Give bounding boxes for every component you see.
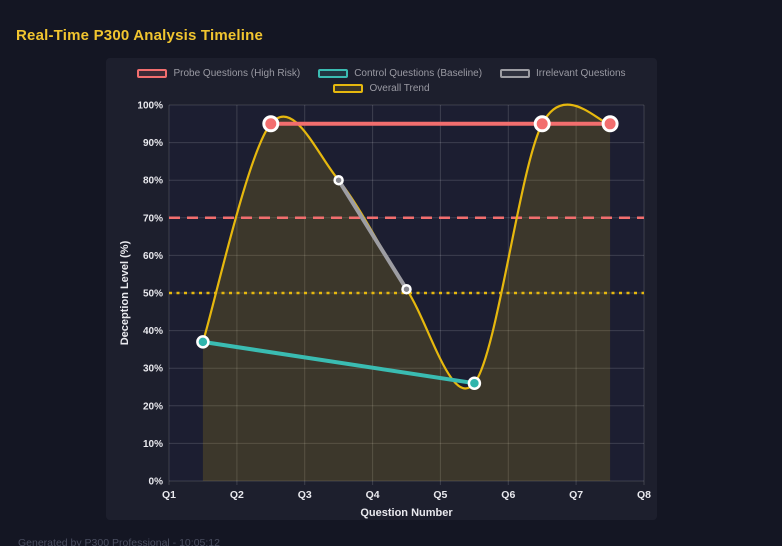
svg-text:100%: 100% xyxy=(137,101,163,112)
svg-text:90%: 90% xyxy=(143,138,163,149)
svg-text:Q2: Q2 xyxy=(230,489,244,501)
svg-text:Q6: Q6 xyxy=(501,489,515,501)
svg-text:30%: 30% xyxy=(143,364,163,375)
svg-text:Q1: Q1 xyxy=(162,489,176,501)
svg-text:Deception Level (%): Deception Level (%) xyxy=(119,240,131,345)
svg-text:70%: 70% xyxy=(143,213,163,224)
timeline-chart: Q1 Q2 Q3 Q4 Q5 Q6 Q7 Q8 0% 10% 20% 30% 40% 50% 60% 70% 8… xyxy=(119,101,651,520)
svg-text:Q4: Q4 xyxy=(366,489,380,501)
svg-text:10%: 10% xyxy=(143,439,163,450)
svg-text:Q7: Q7 xyxy=(569,489,583,501)
svg-text:Q8: Q8 xyxy=(637,489,651,501)
svg-text:Q5: Q5 xyxy=(433,489,447,501)
footer-note: Generated by P300 Professional - 10:05:1… xyxy=(18,537,220,546)
svg-text:40%: 40% xyxy=(143,326,163,337)
svg-text:60%: 60% xyxy=(143,251,163,262)
svg-text:Question Number: Question Number xyxy=(360,507,453,519)
svg-text:80%: 80% xyxy=(143,176,163,187)
svg-text:Q3: Q3 xyxy=(298,489,312,501)
svg-text:0%: 0% xyxy=(149,477,164,488)
chart-panel: Probe Questions (High Risk) Control Ques… xyxy=(106,58,657,520)
svg-text:20%: 20% xyxy=(143,401,163,412)
svg-text:50%: 50% xyxy=(143,289,163,300)
page-title: Real-Time P300 Analysis Timeline xyxy=(16,27,264,44)
